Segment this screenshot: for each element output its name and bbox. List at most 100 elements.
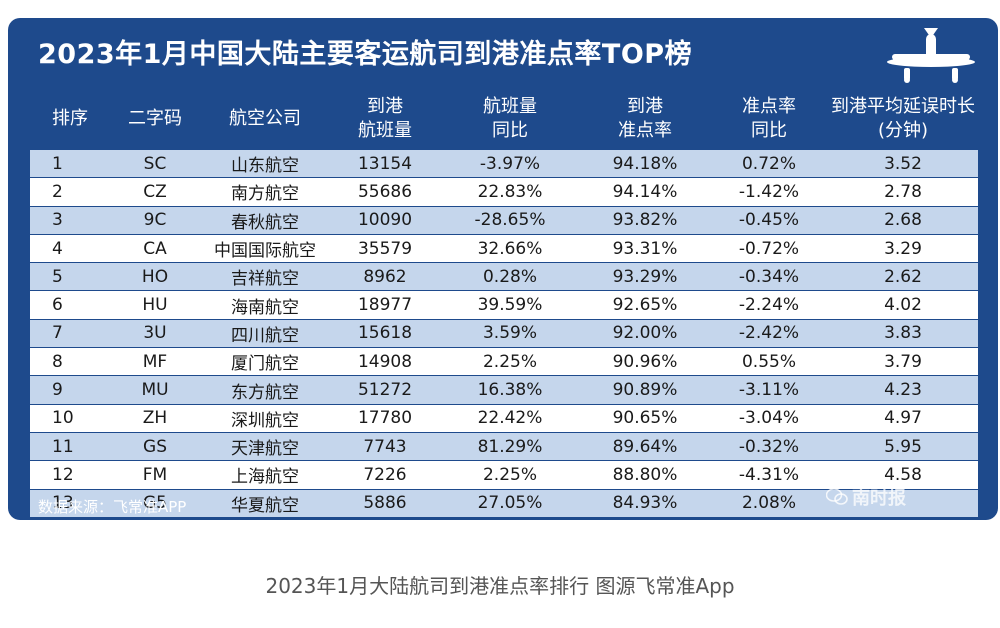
table-cell: 7226 (330, 460, 440, 490)
table-cell: 4.23 (828, 375, 978, 405)
table-cell: 3.52 (828, 150, 978, 179)
table-cell: -3.04% (710, 404, 828, 433)
table-cell: 93.29% (580, 262, 710, 292)
table-cell: 华夏航空 (200, 489, 330, 518)
table-cell: 84.93% (580, 489, 710, 518)
image-caption: 2023年1月大陆航司到港准点率排行 图源飞常准App (265, 574, 735, 598)
table-cell: -3.97% (440, 150, 580, 179)
table-cell: 海南航空 (200, 290, 330, 320)
table-cell: 10090 (330, 206, 440, 235)
column-header: 准点率 同比 (710, 88, 828, 150)
table-cell: 3.79 (828, 347, 978, 377)
table-row: 2 CZ 南方航空 55686 22.83% 94.14% -1.42% 2.78 (30, 177, 978, 207)
table-cell: -0.72% (710, 234, 828, 264)
column-header-line: 航空公司 (229, 108, 301, 129)
table-cell: 93.82% (580, 206, 710, 235)
column-header-line: 排序 (52, 108, 88, 129)
table-cell: 12 (30, 460, 110, 490)
ranking-table: 排序 二字码 航空公司 到港 航班量 航班量 同比 到港 准点率 准点率 同比 到港平均延误时长 (分钟… (30, 88, 978, 518)
column-header: 航班量 同比 (440, 88, 580, 150)
table-cell: 山东航空 (200, 150, 330, 179)
table-cell: 3.29 (828, 234, 978, 264)
table-cell: MF (110, 347, 200, 377)
table-cell: MU (110, 375, 200, 405)
watermark-text: 南时报 (852, 488, 906, 509)
table-cell: 4.58 (828, 460, 978, 490)
table-cell: CZ (110, 177, 200, 207)
column-header-line: 同比 (751, 120, 787, 141)
table-cell: 东方航空 (200, 375, 330, 405)
column-header-line: 同比 (492, 120, 528, 141)
column-header: 航空公司 (200, 88, 330, 150)
table-cell: CA (110, 234, 200, 264)
table-cell: 5886 (330, 489, 440, 518)
table-cell: 2.62 (828, 262, 978, 292)
table-row: 6 HU 海南航空 18977 39.59% 92.65% -2.24% 4.02 (30, 290, 978, 320)
table-cell: 90.65% (580, 404, 710, 433)
table-cell: 3U (110, 319, 200, 349)
watermark: 南时报 (826, 484, 906, 510)
table-cell: 5 (30, 262, 110, 292)
table-cell: 35579 (330, 234, 440, 264)
table-cell: -0.34% (710, 262, 828, 292)
table-cell: 18977 (330, 290, 440, 320)
table-cell: 32.66% (440, 234, 580, 264)
table-cell: 93.31% (580, 234, 710, 264)
table-cell: 22.42% (440, 404, 580, 433)
table-cell: 39.59% (440, 290, 580, 320)
table-cell: 94.18% (580, 150, 710, 179)
table-cell: -4.31% (710, 460, 828, 490)
table-cell: HO (110, 262, 200, 292)
table-cell: 22.83% (440, 177, 580, 207)
table-cell: 89.64% (580, 432, 710, 462)
table-cell: 2.78 (828, 177, 978, 207)
table-row: 7 3U 四川航空 15618 3.59% 92.00% -2.42% 3.83 (30, 319, 978, 349)
wechat-icon (826, 488, 848, 505)
table-cell: 16.38% (440, 375, 580, 405)
table-cell: -2.24% (710, 290, 828, 320)
table-cell: 中国国际航空 (200, 234, 330, 264)
table-cell: 2 (30, 177, 110, 207)
table-cell: 81.29% (440, 432, 580, 462)
table-cell: 92.00% (580, 319, 710, 349)
table-cell: 5.95 (828, 432, 978, 462)
table-cell: FM (110, 460, 200, 490)
table-cell: 2.25% (440, 347, 580, 377)
column-header: 到港 航班量 (330, 88, 440, 150)
table-cell: G5 (110, 489, 200, 518)
table-cell: 9 (30, 375, 110, 405)
column-header-line: 到港平均延误时长 (831, 96, 975, 117)
column-header-line: 航班量 (483, 96, 537, 117)
column-header-line: 到港 (627, 96, 663, 117)
table-cell: 3.59% (440, 319, 580, 349)
column-header-line: (分钟) (877, 120, 929, 141)
table-cell: 17780 (330, 404, 440, 433)
column-header-line: 二字码 (128, 108, 182, 129)
table-cell: -2.42% (710, 319, 828, 349)
table-cell: 55686 (330, 177, 440, 207)
table-cell: 0.72% (710, 150, 828, 179)
table-cell: 深圳航空 (200, 404, 330, 433)
column-header-line: 航班量 (358, 120, 412, 141)
table-cell: 吉祥航空 (200, 262, 330, 292)
table-cell: 0.28% (440, 262, 580, 292)
table-cell (828, 489, 978, 518)
table-cell: 3.83 (828, 319, 978, 349)
column-header: 二字码 (110, 88, 200, 150)
table-cell: 7743 (330, 432, 440, 462)
table-cell: -0.32% (710, 432, 828, 462)
table-row: 11 GS 天津航空 7743 81.29% 89.64% -0.32% 5.95 (30, 432, 978, 462)
table-cell: 8 (30, 347, 110, 377)
column-header: 到港 准点率 (580, 88, 710, 150)
column-header: 到港平均延误时长 (分钟) (828, 88, 978, 150)
table-cell: -28.65% (440, 206, 580, 235)
data-source-note: 数据来源：飞常准APP (38, 498, 187, 516)
table-cell: 90.89% (580, 375, 710, 405)
table-cell: -0.45% (710, 206, 828, 235)
table-body: 1 SC 山东航空 13154 -3.97% 94.18% 0.72% 3.52 2 CZ 南方航空… (30, 150, 978, 518)
table-row: 5 HO 吉祥航空 8962 0.28% 93.29% -0.34% 2.62 (30, 262, 978, 292)
table-cell: 3 (30, 206, 110, 235)
table-cell: 51272 (330, 375, 440, 405)
table-cell: 88.80% (580, 460, 710, 490)
table-row: 4 CA 中国国际航空 35579 32.66% 93.31% -0.72% 3.29 (30, 234, 978, 264)
